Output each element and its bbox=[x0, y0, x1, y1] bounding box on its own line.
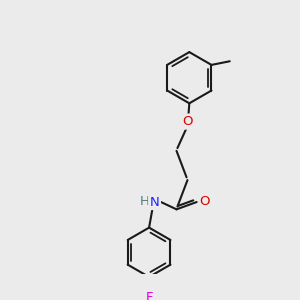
Text: O: O bbox=[182, 115, 193, 128]
Text: H: H bbox=[140, 195, 149, 208]
Text: O: O bbox=[200, 195, 210, 208]
Text: N: N bbox=[150, 196, 159, 208]
Text: F: F bbox=[145, 291, 153, 300]
